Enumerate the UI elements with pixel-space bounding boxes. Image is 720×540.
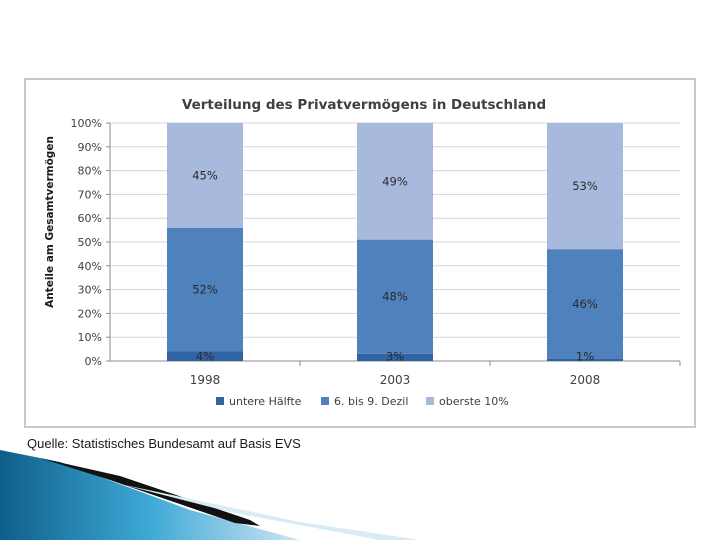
swoosh-dark-stroke — [40, 458, 260, 526]
x-category-label: 2003 — [380, 373, 411, 387]
bar-segment — [547, 358, 623, 361]
swoosh-blue-shape — [0, 450, 300, 540]
bars-layer — [167, 123, 623, 361]
bar-segment — [167, 351, 243, 361]
y-tick-label: 30% — [78, 284, 102, 297]
legend-swatch — [216, 397, 224, 405]
legend-swatch — [321, 397, 329, 405]
bar-segment — [357, 239, 433, 354]
data-label: 48% — [382, 290, 408, 304]
legend-label: oberste 10% — [439, 395, 509, 408]
legend-swatch — [426, 397, 434, 405]
data-label: 4% — [196, 350, 214, 364]
decorative-swoosh — [0, 450, 420, 540]
legend: untere Hälfte 6. bis 9. Dezil oberste 10% — [216, 395, 509, 408]
y-tick-label: 0% — [85, 355, 102, 368]
stacked-bar-chart: Verteilung des Privatvermögens in Deutsc… — [44, 97, 681, 408]
labels-layer: 4% 52% 45% 1998 3% 48% 49% 2003 1% 46% 53% 2008 — [190, 168, 601, 387]
data-label: 45% — [192, 168, 218, 182]
y-tick-label: 60% — [78, 212, 102, 225]
bar-segment — [167, 227, 243, 352]
data-label: 1% — [576, 350, 594, 364]
y-tick-label: 80% — [78, 165, 102, 178]
data-label: 49% — [382, 174, 408, 188]
bar-segment — [547, 249, 623, 359]
y-tick-label: 40% — [78, 260, 102, 273]
x-category-label: 2008 — [570, 373, 601, 387]
data-label: 46% — [572, 297, 598, 311]
bar-segment — [357, 123, 433, 240]
data-label: 3% — [386, 350, 404, 364]
x-category-label: 1998 — [190, 373, 221, 387]
bar-segment — [547, 123, 623, 250]
y-tick-label: 50% — [78, 236, 102, 249]
chart-title: Verteilung des Privatvermögens in Deutsc… — [182, 97, 546, 113]
data-label: 53% — [572, 179, 598, 193]
y-tick-label: 10% — [78, 331, 102, 344]
y-tick-label: 100% — [71, 117, 102, 130]
chart-frame: Verteilung des Privatvermögens in Deutsc… — [24, 78, 696, 428]
y-tick-label: 70% — [78, 188, 102, 201]
bar-segment — [167, 123, 243, 228]
y-axis-label: Anteile am Gesamtvermögen — [44, 136, 56, 308]
y-tick-label: 90% — [78, 141, 102, 154]
source-caption: Quelle: Statistisches Bundesamt auf Basi… — [27, 436, 301, 451]
data-label: 52% — [192, 283, 218, 297]
legend-label: untere Hälfte — [229, 395, 302, 408]
legend-label: 6. bis 9. Dezil — [334, 395, 408, 408]
y-tick-label: 20% — [78, 307, 102, 320]
bar-segment — [357, 353, 433, 361]
